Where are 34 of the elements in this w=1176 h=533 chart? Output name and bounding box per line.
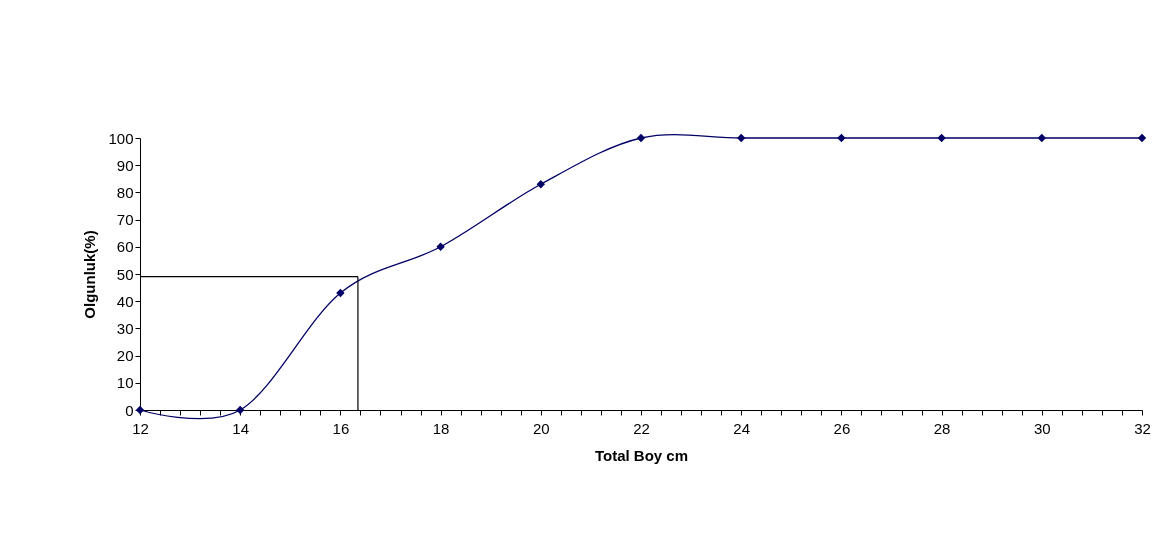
x-tick-label: 12: [132, 419, 149, 437]
y-tick-label: 80: [116, 183, 134, 201]
point: [737, 133, 746, 143]
point: [536, 180, 545, 189]
y-tick-label: 100: [108, 129, 134, 147]
y-tick-label: 60: [116, 238, 134, 256]
y-tick-label: 20: [116, 347, 134, 365]
point: [837, 133, 846, 143]
y-tick-label: 0: [125, 401, 134, 419]
point: [1037, 133, 1046, 143]
x-tick-label: 22: [633, 419, 650, 437]
point: [636, 133, 646, 143]
y-tick-label: 10: [116, 374, 134, 392]
y-tick-label: 30: [116, 319, 134, 337]
point: [1137, 133, 1147, 143]
x-tick-label: 30: [1033, 419, 1051, 437]
x-tick-label: 16: [332, 419, 350, 437]
point: [436, 242, 445, 251]
y-tick-label: 50: [116, 265, 134, 283]
x-tick-label: 28: [933, 419, 951, 437]
y-axis-title: Olgunluk(%): [81, 230, 99, 319]
point: [336, 288, 345, 298]
point: [937, 133, 946, 143]
x-axis-title: Total Boy cm: [594, 446, 689, 464]
x-tick-label: 18: [432, 419, 450, 437]
x-tick-label: 14: [232, 419, 250, 437]
x-tick-label: 32: [1134, 419, 1151, 437]
y-tick-label: 90: [116, 156, 134, 174]
y-tick-label: 40: [116, 292, 134, 310]
y-tick-label: 70: [116, 211, 134, 229]
point: [236, 405, 245, 415]
x-tick-label: 24: [733, 419, 751, 437]
x-tick-label: 26: [833, 419, 851, 437]
x-tick-label: 20: [532, 419, 550, 437]
